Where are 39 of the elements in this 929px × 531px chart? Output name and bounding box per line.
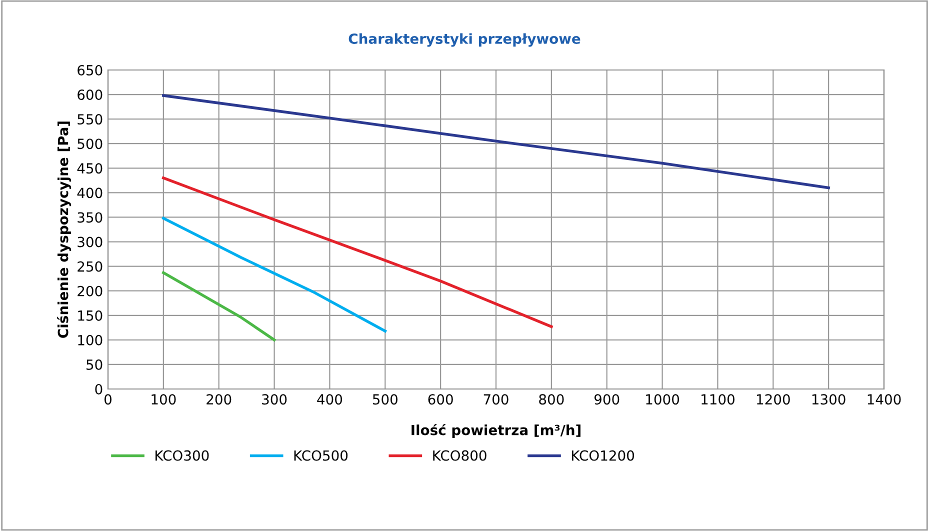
line-series [162,216,387,332]
y-tick-label: 450 [77,163,102,174]
x-tick-label: 1000 [646,394,680,405]
x-tick-label: 400 [317,394,342,405]
legend-label: KCO500 [294,450,348,461]
y-tick-label: 200 [78,286,102,296]
y-tick-label: 250 [78,261,102,272]
x-axis-title: Ilość powietrza [m³/h] [412,424,580,438]
y-tick-label: 550 [78,114,102,125]
x-tick-label: 1300 [812,394,846,405]
x-tick-label: 1400 [868,394,901,405]
y-tick-label: 150 [78,310,102,321]
x-tick-label: 800 [539,394,564,405]
y-tick-label: 350 [78,212,102,223]
x-tick-label: 600 [428,394,453,405]
y-tick-label: 600 [78,90,102,100]
x-tick-label: 700 [484,394,508,405]
x-tick-label: 1100 [702,394,734,405]
x-tick-label: 300 [262,394,287,405]
x-tick-label: 500 [372,394,398,405]
y-tick-label: 0 [95,384,102,394]
y-tick-label: 650 [78,64,102,76]
y-tick-label: 50 [86,359,102,370]
y-axis-title: Ciśnienie dyspozycyjne [Pa] [56,122,72,338]
legend-label: KCO1200 [572,450,634,461]
x-tick-label: 0 [104,394,112,405]
y-tick-label: 400 [77,188,102,198]
y-tick-label: 500 [78,138,102,150]
line-series [162,176,553,328]
chart-title: Charakterystyki przepływowe [348,33,580,47]
x-tick-label: 100 [152,394,176,405]
x-tick-label: 900 [594,394,620,405]
legend-label: KCO800 [433,450,486,461]
x-tick-label: 1200 [756,394,790,405]
y-tick-label: 100 [78,334,102,346]
legend-label: KCO300 [156,450,209,461]
line-series [162,94,830,190]
y-tick-label: 300 [78,236,102,248]
x-tick-label: 200 [206,394,232,405]
